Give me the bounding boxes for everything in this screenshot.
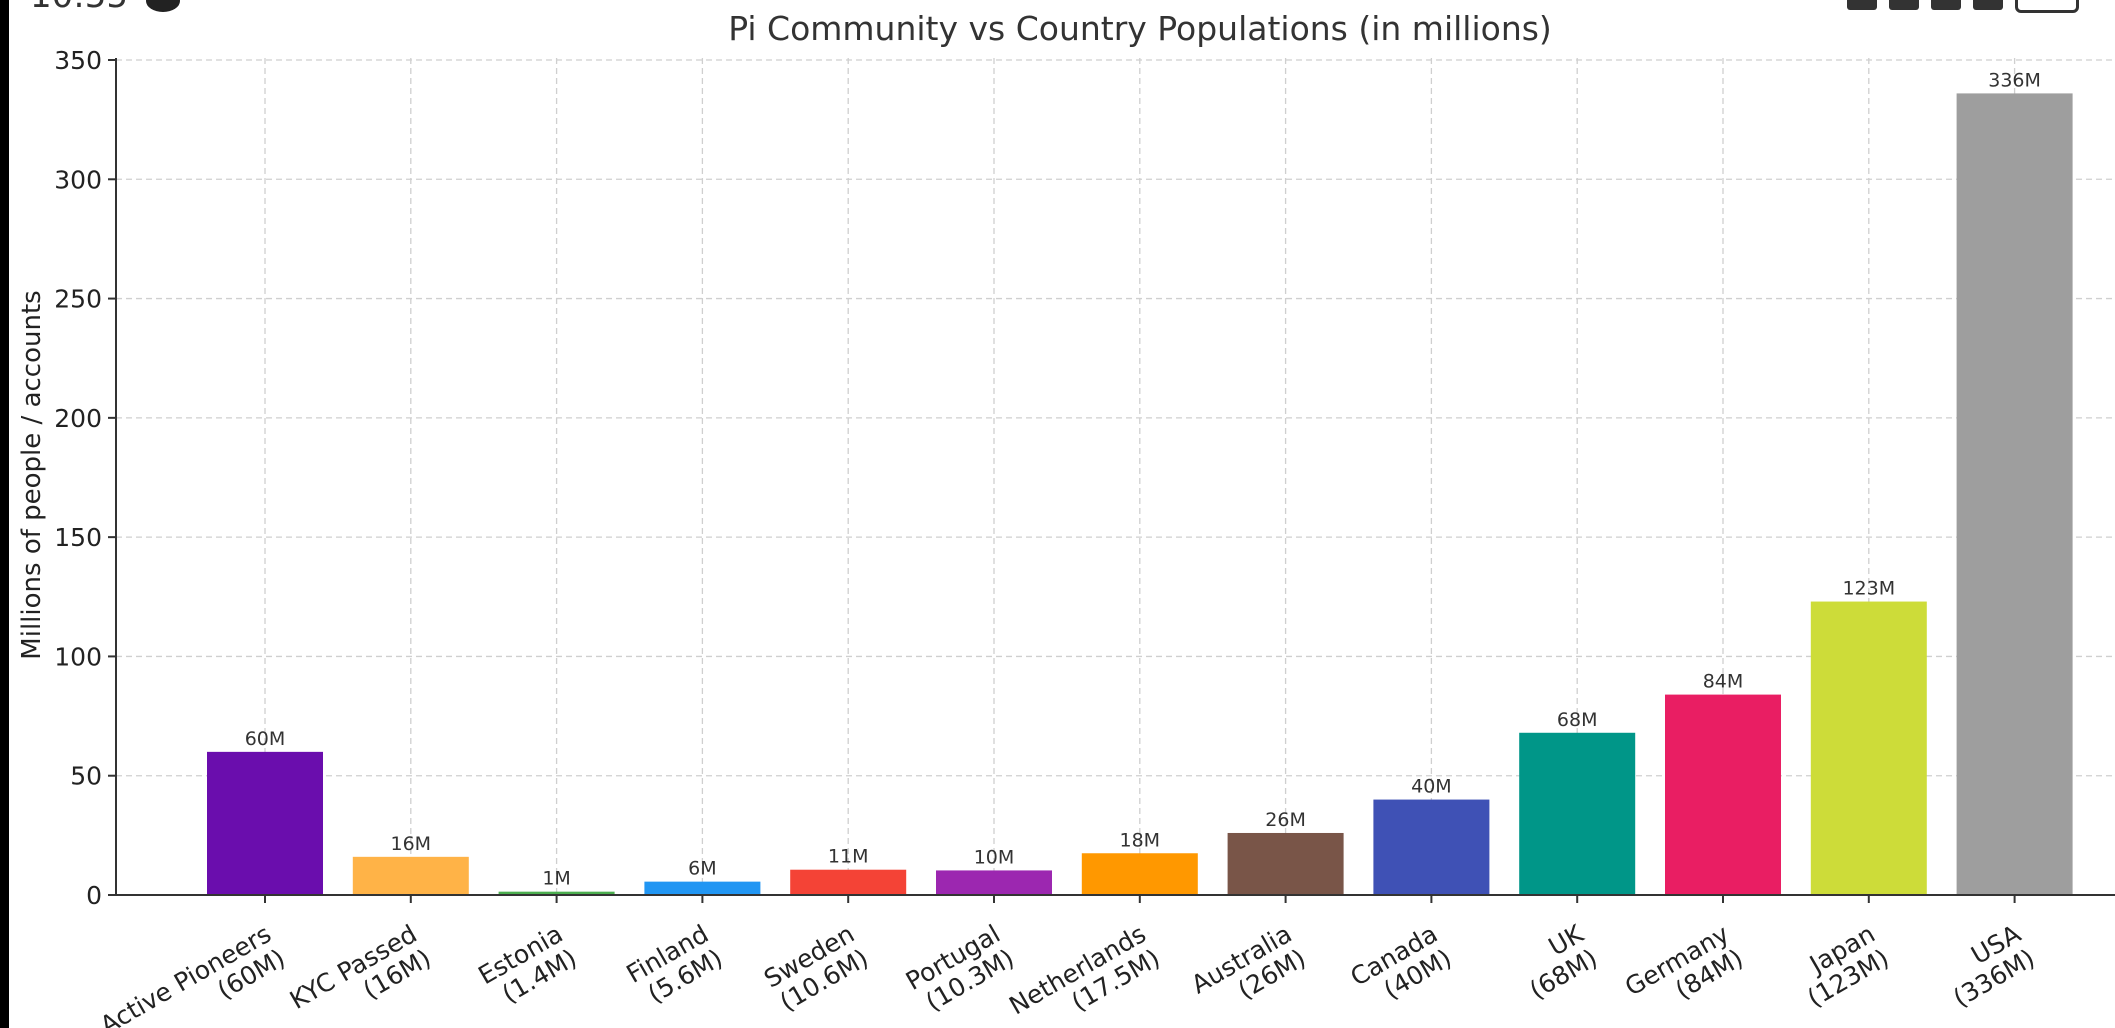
data-label: 1M	[542, 868, 570, 890]
data-label: 16M	[391, 833, 432, 855]
bar	[644, 881, 761, 895]
x-tick-label: Australia(26M)	[1186, 919, 1310, 1024]
data-label: 26M	[1265, 809, 1306, 831]
bar	[936, 870, 1052, 895]
x-tick-label: USA(336M)	[1934, 919, 2039, 1013]
bar	[1373, 799, 1490, 895]
x-tick-label-text: Canada(40M)	[1346, 919, 1457, 1016]
x-tick-label-text: Active Pioneers(60M)	[95, 919, 290, 1028]
x-tick-label-text: UK(68M)	[1511, 919, 1603, 1005]
x-tick-label-text: Australia(26M)	[1186, 919, 1310, 1024]
x-tick-label: Canada(40M)	[1346, 919, 1457, 1016]
x-tick-label-text: Estonia(1.4M)	[473, 919, 581, 1014]
bar	[1081, 853, 1198, 895]
x-tick-label: Germany(84M)	[1620, 919, 1748, 1026]
bar	[1665, 694, 1781, 895]
data-label: 60M	[245, 728, 286, 750]
x-tick-label-text: Portugal(10.3M)	[901, 919, 1019, 1020]
battery-icon	[2015, 0, 2079, 13]
status-time: 10:55	[30, 0, 128, 16]
chat-bubble-icon	[146, 0, 180, 12]
x-tick-label: Netherlands(17.5M)	[1004, 919, 1164, 1028]
data-label: 18M	[1120, 829, 1161, 851]
wifi-icon	[1973, 0, 2003, 10]
y-tick-label: 100	[54, 642, 102, 671]
x-tick-label: Finland(5.6M)	[622, 919, 728, 1013]
bar	[498, 891, 615, 895]
axes	[108, 58, 2115, 903]
data-label: 10M	[974, 846, 1015, 868]
x-tick-label: Japan(123M)	[1788, 919, 1893, 1013]
signal-icon	[1931, 0, 1961, 10]
bar	[790, 869, 907, 895]
x-tick-label: UK(68M)	[1511, 919, 1603, 1005]
bars	[207, 93, 2073, 895]
bar	[352, 856, 469, 895]
y-tick-label: 150	[54, 523, 102, 552]
screen-left-edge	[0, 0, 9, 1028]
x-tick-label-text: USA(336M)	[1934, 919, 2039, 1013]
x-tick-label-text: KYC Passed(16M)	[285, 919, 436, 1028]
y-tick-label: 200	[54, 404, 102, 433]
y-tick-label: 50	[70, 762, 102, 791]
bar	[1227, 832, 1344, 895]
notification-off-icon	[1847, 0, 1877, 10]
data-label: 84M	[1703, 671, 1744, 693]
data-label: 40M	[1411, 776, 1452, 798]
x-tick-label-text: Finland(5.6M)	[622, 919, 728, 1013]
y-tick-label: 350	[54, 46, 102, 75]
x-tick-label-text: Japan(123M)	[1788, 919, 1893, 1013]
x-tick-label: Estonia(1.4M)	[473, 919, 581, 1014]
x-tick-label: KYC Passed(16M)	[285, 919, 436, 1028]
bar	[1956, 93, 2073, 895]
bar	[1810, 601, 1927, 895]
y-tick-label: 0	[86, 881, 102, 910]
bar	[1519, 732, 1636, 895]
data-label: 123M	[1842, 578, 1895, 600]
data-label: 11M	[828, 846, 869, 868]
x-tick-label: Sweden(10.6M)	[759, 919, 873, 1018]
x-tick-label: Active Pioneers(60M)	[95, 919, 290, 1028]
data-label: 68M	[1557, 709, 1598, 731]
y-axis-label: Millions of people / accounts	[17, 290, 47, 659]
status-icons	[1847, 0, 2079, 13]
grid	[116, 58, 2115, 895]
y-tick-label: 250	[54, 285, 102, 314]
x-tick-label-text: Germany(84M)	[1620, 919, 1748, 1026]
chart-title: Pi Community vs Country Populations (in …	[728, 9, 1552, 48]
data-label: 6M	[688, 858, 716, 880]
bar	[207, 751, 323, 895]
y-tick-label: 300	[54, 165, 102, 194]
x-tick-label: Portugal(10.3M)	[901, 919, 1019, 1020]
data-label: 336M	[1988, 69, 2041, 91]
signal-icon	[1889, 0, 1919, 10]
x-tick-label-text: Sweden(10.6M)	[759, 919, 873, 1018]
x-tick-label-text: Netherlands(17.5M)	[1004, 919, 1164, 1028]
